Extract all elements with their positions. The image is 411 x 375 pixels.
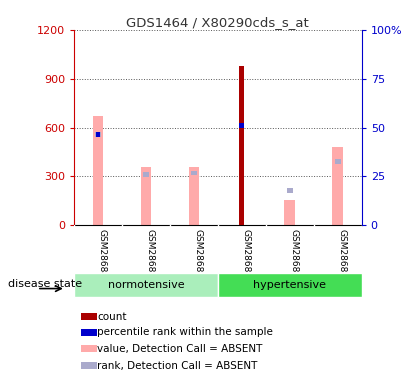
Text: count: count — [97, 312, 127, 322]
Text: GSM28685: GSM28685 — [146, 229, 155, 278]
Bar — [74, 273, 218, 297]
Bar — [81, 345, 97, 352]
Bar — [191, 171, 197, 176]
Bar — [284, 200, 295, 225]
Text: GSM28681: GSM28681 — [242, 229, 251, 278]
Text: value, Detection Call = ABSENT: value, Detection Call = ABSENT — [97, 344, 262, 354]
Text: percentile rank within the sample: percentile rank within the sample — [97, 327, 273, 337]
Bar — [286, 188, 293, 192]
Text: GSM28686: GSM28686 — [194, 229, 203, 278]
Text: rank, Detection Call = ABSENT: rank, Detection Call = ABSENT — [97, 361, 257, 371]
Text: disease state: disease state — [8, 279, 82, 289]
Text: GSM28682: GSM28682 — [290, 229, 299, 278]
Bar — [92, 116, 103, 225]
Title: GDS1464 / X80290cds_s_at: GDS1464 / X80290cds_s_at — [127, 16, 309, 29]
Text: GSM28684: GSM28684 — [98, 229, 107, 278]
Bar — [81, 328, 97, 336]
Bar — [143, 172, 149, 177]
Bar — [81, 362, 97, 369]
Bar — [239, 66, 244, 225]
Text: GSM28683: GSM28683 — [338, 229, 347, 278]
Bar — [332, 147, 343, 225]
Text: normotensive: normotensive — [108, 280, 184, 290]
Bar — [218, 273, 362, 297]
Bar — [189, 166, 199, 225]
Bar — [239, 123, 244, 128]
Bar — [81, 313, 97, 320]
Text: hypertensive: hypertensive — [253, 280, 326, 290]
Bar — [95, 132, 100, 137]
Bar — [141, 166, 151, 225]
Bar — [335, 159, 341, 164]
Bar — [95, 132, 101, 137]
